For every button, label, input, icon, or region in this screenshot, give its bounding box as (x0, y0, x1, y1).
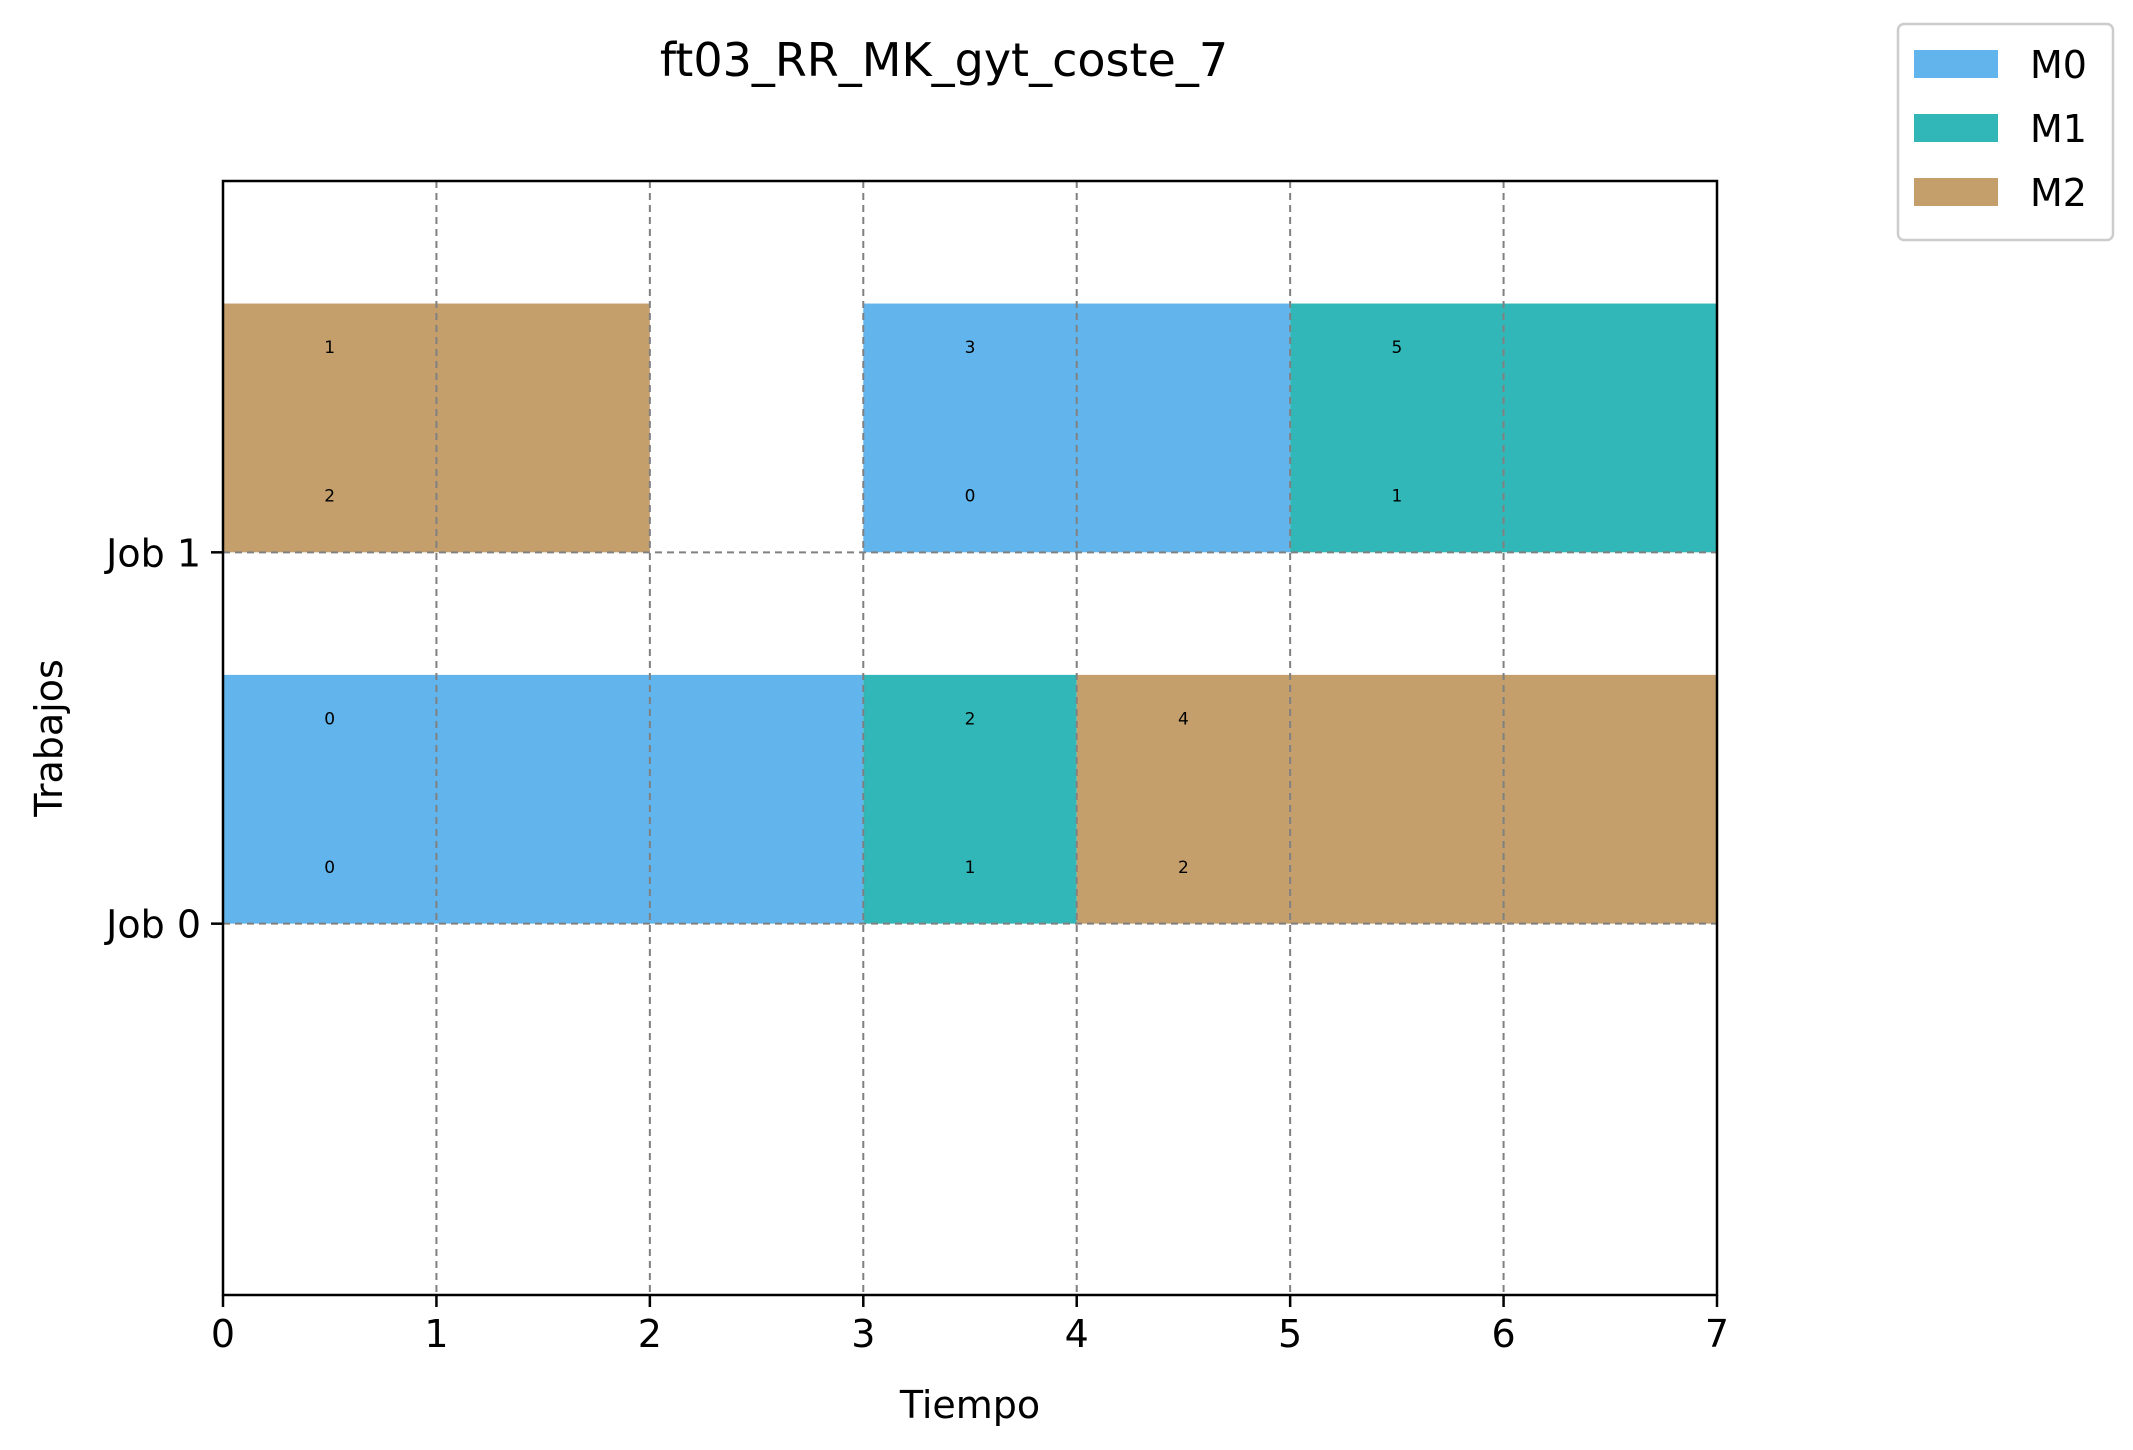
legend-swatch-m0 (1914, 50, 1998, 78)
task-bar-label: 4 (1178, 709, 1189, 729)
task-bar-job0-m2 (1076, 674, 1717, 924)
task-bar-label: 0 (324, 709, 335, 729)
y-tick-label: Job 0 (104, 903, 201, 947)
x-tick-label: 4 (1065, 1312, 1089, 1356)
task-bar-label: 2 (965, 709, 976, 729)
x-tick-label: 2 (638, 1312, 662, 1356)
y-tick-label: Job 1 (104, 531, 201, 575)
chart-title: ft03_RR_MK_gyt_coste_7 (660, 33, 1228, 87)
x-tick-label: 6 (1491, 1312, 1515, 1356)
x-tick-label: 5 (1278, 1312, 1302, 1356)
legend-label-m1: M1 (2030, 107, 2087, 151)
legend: M0 M1 M2 (1896, 22, 2115, 242)
task-bar-job0-m1 (863, 674, 1077, 924)
plot-frame (221, 179, 1719, 1297)
legend-swatch-m1 (1914, 114, 1998, 142)
task-bar-label: 2 (324, 487, 335, 507)
task-bars: 0 0 2 1 4 2 1 2 3 0 5 1 (223, 303, 1717, 924)
x-tick-label: 1 (424, 1312, 448, 1356)
legend-swatch-m2 (1914, 178, 1998, 206)
y-axis-ticks: Job 0 Job 1 (104, 531, 223, 947)
task-bar-label: 2 (1178, 858, 1189, 878)
task-bar-label: 1 (324, 338, 335, 358)
task-bar-label: 3 (965, 338, 976, 358)
task-bar-label: 1 (1391, 487, 1402, 507)
legend-label-m2: M2 (2030, 171, 2087, 215)
x-axis-ticks: 0 1 2 3 4 5 6 7 (211, 1295, 1729, 1356)
task-bar-job0-m0 (223, 674, 864, 924)
x-axis-label: Tiempo (899, 1383, 1040, 1427)
task-bar-label: 1 (965, 858, 976, 878)
y-axis-label: Trabajos (27, 659, 71, 818)
x-tick-label: 3 (851, 1312, 875, 1356)
x-tick-label: 0 (211, 1312, 235, 1356)
task-bar-label: 0 (965, 487, 976, 507)
x-tick-label: 7 (1705, 1312, 1729, 1356)
task-bar-label: 0 (324, 858, 335, 878)
legend-label-m0: M0 (2030, 43, 2087, 87)
grid-lines (223, 181, 1717, 1295)
task-bar-label: 5 (1391, 338, 1402, 358)
